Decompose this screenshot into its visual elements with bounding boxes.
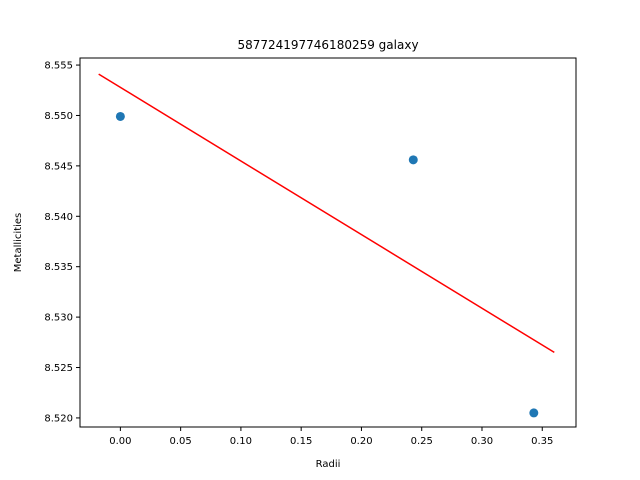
data-point bbox=[529, 408, 539, 418]
y-axis-label: Metallicities bbox=[13, 213, 24, 273]
y-axis-ticks: 8.520 8.525 8.530 8.535 8.540 8.545 8.550 8.555 bbox=[44, 61, 80, 424]
chart-title: 587724197746180259 galaxy bbox=[237, 38, 418, 52]
x-tick-label: 0.20 bbox=[350, 436, 372, 447]
x-tick-label: 0.25 bbox=[411, 436, 433, 447]
y-tick-label: 8.550 bbox=[44, 111, 73, 122]
x-tick-label: 0.35 bbox=[531, 436, 553, 447]
axes-frame bbox=[79, 57, 577, 428]
x-axis-label: Radii bbox=[316, 459, 341, 470]
x-axis-ticks: 0.00 0.05 0.10 0.15 0.20 0.25 0.30 0.35 bbox=[109, 427, 553, 447]
x-tick-label: 0.00 bbox=[109, 436, 131, 447]
y-tick-label: 8.530 bbox=[44, 313, 73, 324]
x-tick-label: 0.30 bbox=[471, 436, 493, 447]
regression-line bbox=[98, 73, 555, 354]
y-tick-label: 8.525 bbox=[44, 363, 73, 374]
y-tick-label: 8.520 bbox=[44, 413, 73, 424]
y-tick-label: 8.555 bbox=[44, 61, 73, 72]
y-tick-label: 8.535 bbox=[44, 262, 73, 273]
y-tick-label: 8.545 bbox=[44, 161, 73, 172]
data-point bbox=[408, 155, 418, 165]
x-tick-label: 0.10 bbox=[230, 436, 252, 447]
data-point bbox=[115, 111, 125, 121]
x-tick-label: 0.05 bbox=[170, 436, 192, 447]
plot-content bbox=[98, 73, 555, 418]
y-tick-label: 8.540 bbox=[44, 212, 73, 223]
x-tick-label: 0.15 bbox=[290, 436, 312, 447]
